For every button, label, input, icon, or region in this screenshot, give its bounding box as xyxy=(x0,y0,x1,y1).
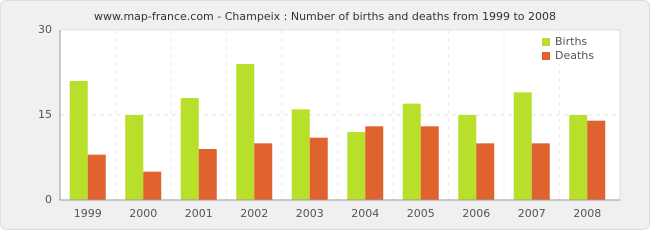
bar xyxy=(125,115,144,200)
x-tick-label: 2002 xyxy=(240,207,268,220)
bar xyxy=(180,98,199,200)
legend-swatch xyxy=(542,38,550,46)
x-tick-label: 2001 xyxy=(185,207,213,220)
x-tick-label: 2008 xyxy=(573,207,601,220)
bar xyxy=(198,149,217,200)
bar xyxy=(569,115,588,200)
x-tick-label: 2006 xyxy=(462,207,490,220)
bar xyxy=(513,92,532,200)
bar xyxy=(309,137,328,200)
legend-label: Births xyxy=(555,35,587,48)
bar xyxy=(531,143,550,200)
bar xyxy=(365,126,384,200)
x-tick-label: 2005 xyxy=(407,207,435,220)
x-tick-label: 2004 xyxy=(351,207,379,220)
bar xyxy=(236,64,255,200)
legend-label: Deaths xyxy=(555,49,594,62)
bar xyxy=(476,143,495,200)
x-tick-label: 2000 xyxy=(129,207,157,220)
bar xyxy=(458,115,477,200)
y-tick-label: 15 xyxy=(38,108,52,121)
x-tick-label: 2003 xyxy=(296,207,324,220)
bar xyxy=(69,81,88,200)
x-tick-label: 1999 xyxy=(74,207,102,220)
y-tick-label: 30 xyxy=(38,23,52,36)
legend-swatch xyxy=(542,52,550,60)
bar xyxy=(87,154,106,200)
bar xyxy=(420,126,439,200)
chart: www.map-france.com - Champeix : Number o… xyxy=(0,0,650,230)
bar xyxy=(254,143,273,200)
x-tick-label: 2007 xyxy=(518,207,546,220)
bar xyxy=(143,171,162,200)
bar xyxy=(347,132,366,200)
bar xyxy=(291,109,310,200)
bar xyxy=(587,120,606,200)
y-tick-label: 0 xyxy=(45,193,52,206)
bar xyxy=(402,103,421,200)
chart-title: www.map-france.com - Champeix : Number o… xyxy=(94,10,556,23)
